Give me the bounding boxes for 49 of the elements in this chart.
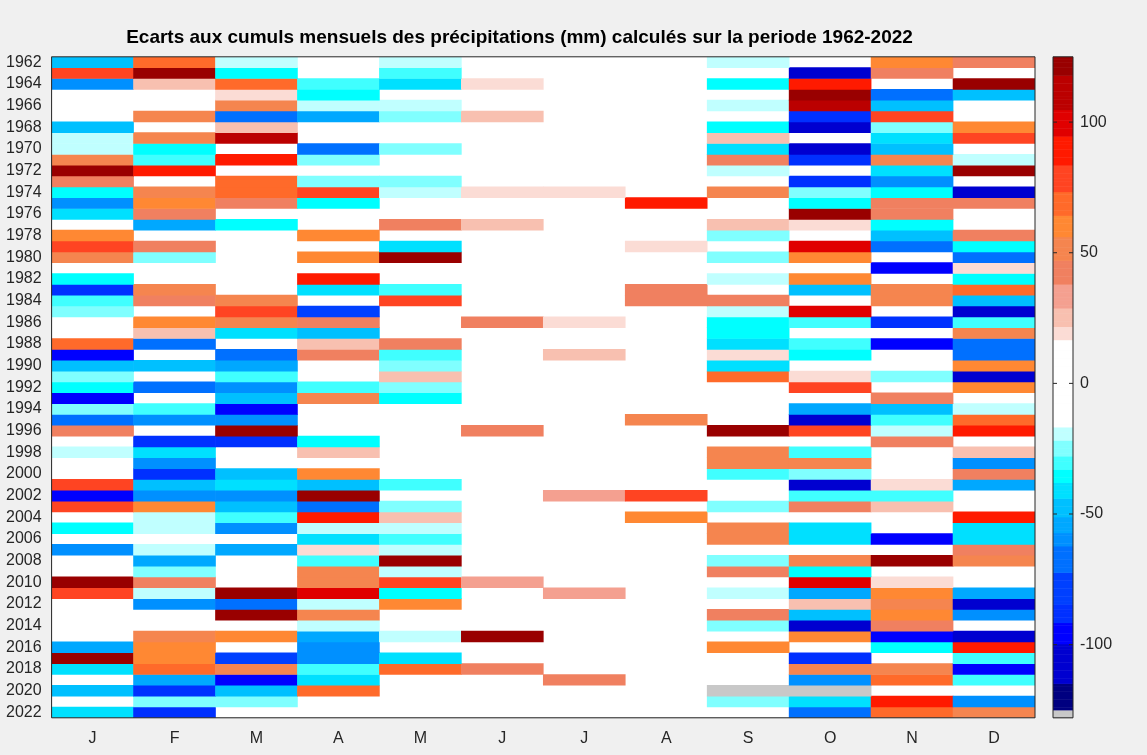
x-tick-label: M [249,728,264,746]
y-tick-label: 2004 [6,507,42,525]
x-tick-label: J [88,728,97,746]
y-tick-label: 1964 [6,74,42,92]
y-tick-label: 2000 [6,464,42,482]
y-tick-label: 1992 [6,377,42,395]
y-tick-label: 1962 [6,52,42,70]
x-tick-label: J [580,728,589,746]
color-bar-label: -100 [1080,635,1113,653]
y-tick-label: 2010 [6,572,42,590]
y-tick-label: 1972 [6,160,42,178]
y-tick-label: 1978 [6,226,42,243]
x-tick-label: F [169,728,180,746]
y-tick-label: 2006 [6,529,42,547]
x-tick-label: O [823,728,837,746]
x-tick-label: A [660,728,672,746]
color-bar-label: 0 [1080,373,1089,391]
y-tick-label: 2008 [6,551,42,569]
color-bar-label: 100 [1080,112,1107,130]
y-tick-label: 1996 [6,421,42,439]
y-tick-label: 1984 [6,291,42,309]
chart-title: Ecarts aux cumuls mensuels des précipitations (mm) calculés sur la periode 1962-2022 [126,25,913,47]
x-tick-label: J [498,728,507,746]
y-tick-label: 1986 [6,312,42,330]
y-tick-label: 1980 [6,247,42,265]
y-tick-label: 1976 [6,204,42,222]
y-tick-label: 2014 [6,616,42,634]
x-tick-label: S [742,728,754,746]
x-tick-label: N [906,728,918,746]
y-tick-label: 1988 [6,334,42,352]
y-tick-label: 1968 [6,117,42,135]
y-tick-label: 2020 [6,681,42,699]
y-tick-label: 1982 [6,269,42,287]
y-tick-label: 1974 [6,182,42,200]
x-tick-label: D [988,728,1000,746]
x-tick-label: A [333,728,345,746]
y-tick-label: 1990 [6,356,42,374]
color-bar-label: -50 [1080,504,1104,522]
y-tick-label: 1994 [6,399,42,417]
y-tick-label: 1998 [6,442,42,460]
y-tick-label: 2022 [6,702,42,720]
y-tick-label: 1970 [6,139,42,157]
y-tick-label: 2012 [6,594,42,612]
color-bar-label: 50 [1080,243,1098,261]
y-tick-label: 2016 [6,637,42,655]
x-tick-label: M [413,728,428,746]
y-tick-label: 1966 [6,95,42,113]
y-tick-label: 2018 [6,659,42,677]
y-tick-label: 2002 [6,486,42,504]
